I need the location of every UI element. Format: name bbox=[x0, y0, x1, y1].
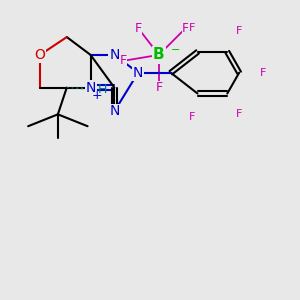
Text: B: B bbox=[153, 47, 165, 62]
Text: F: F bbox=[134, 22, 142, 34]
Text: F: F bbox=[260, 68, 266, 78]
Text: F: F bbox=[155, 81, 163, 94]
Text: H: H bbox=[98, 82, 107, 96]
Text: N: N bbox=[109, 48, 119, 62]
Text: N: N bbox=[109, 104, 119, 118]
Text: +: + bbox=[91, 88, 102, 101]
Text: F: F bbox=[120, 54, 127, 67]
Text: F: F bbox=[188, 112, 195, 122]
Text: −: − bbox=[171, 45, 180, 56]
Text: F: F bbox=[188, 23, 195, 33]
Text: N: N bbox=[133, 66, 143, 80]
Text: O: O bbox=[34, 48, 46, 62]
Text: N: N bbox=[85, 81, 96, 94]
Text: F: F bbox=[236, 109, 242, 119]
Text: F: F bbox=[236, 26, 242, 36]
Text: F: F bbox=[182, 22, 189, 34]
